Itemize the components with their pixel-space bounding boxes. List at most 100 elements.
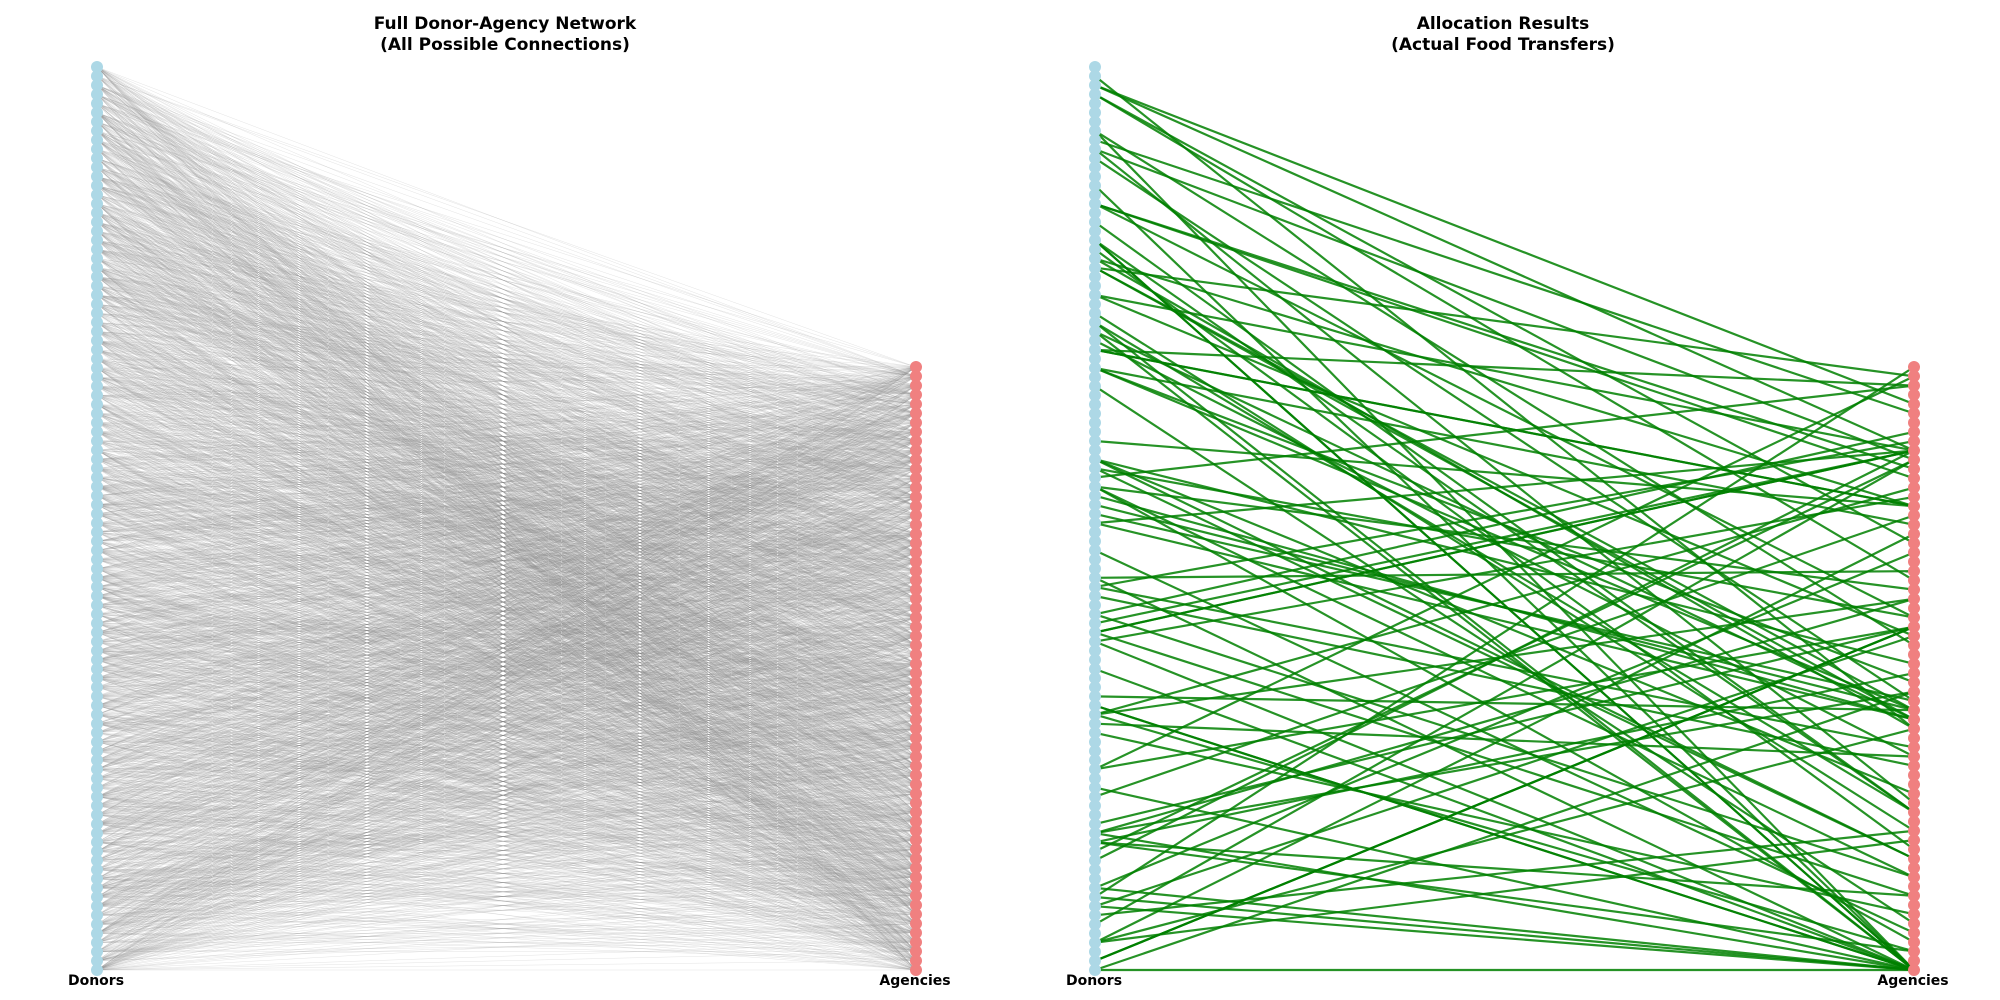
network-edge: [96, 285, 917, 952]
network-edge: [96, 750, 917, 776]
network-edge: [96, 486, 917, 822]
network-edge: [96, 148, 917, 934]
network-edge: [96, 404, 917, 952]
network-edge: [96, 468, 917, 748]
network-edge: [96, 94, 917, 859]
network-edge: [96, 513, 917, 544]
network-edge: [96, 623, 917, 961]
network-edge: [96, 449, 917, 720]
network-edge: [96, 367, 917, 887]
network-edge: [96, 450, 917, 761]
network-edge: [96, 659, 917, 739]
network-edge: [96, 522, 917, 581]
network-edge: [96, 130, 917, 730]
network-edge: [96, 75, 917, 516]
network-edge: [96, 486, 917, 516]
network-edge: [96, 522, 917, 563]
network-edge: [96, 450, 917, 724]
network-edge: [96, 84, 917, 479]
network-edge: [96, 331, 917, 702]
network-edge: [96, 595, 917, 850]
network-edge: [96, 385, 917, 730]
network-edge: [96, 577, 917, 618]
network-edge: [96, 696, 917, 971]
network-edge: [96, 659, 917, 878]
network-edge: [96, 413, 917, 674]
network-edge: [96, 522, 917, 822]
network-edge: [96, 595, 917, 785]
network-edge: [96, 167, 917, 906]
network-edge: [96, 258, 917, 377]
network-edge: [96, 672, 917, 752]
network-edge: [96, 94, 917, 711]
network-edge: [96, 604, 917, 887]
network-edge: [96, 267, 917, 544]
network-edge: [96, 682, 917, 752]
network-edge: [96, 94, 917, 396]
network-edge: [96, 705, 917, 822]
network-edge: [96, 240, 917, 943]
network-edge: [96, 759, 917, 887]
network-edge: [96, 440, 917, 606]
network-edge: [96, 403, 917, 761]
network-edge: [96, 486, 917, 488]
network-edge: [96, 276, 917, 767]
network-edge: [96, 294, 917, 442]
network-edge: [96, 84, 917, 618]
network-edge: [96, 240, 917, 776]
network-edge: [96, 349, 917, 516]
network-edge: [96, 221, 917, 637]
network-edge: [96, 276, 917, 544]
network-edge: [96, 121, 917, 563]
network-edge: [96, 349, 917, 711]
network-edge: [96, 303, 917, 878]
network-edge: [96, 645, 917, 688]
network-edge: [96, 167, 917, 553]
network-edge: [96, 598, 917, 661]
network-edge: [96, 267, 917, 859]
network-edge: [96, 285, 917, 878]
network-edge: [96, 121, 917, 887]
network-edge: [96, 705, 917, 794]
network-edge: [96, 185, 917, 488]
network-edge: [96, 513, 917, 525]
network-edge: [96, 303, 917, 906]
network-edge: [96, 349, 917, 702]
network-edge: [96, 212, 917, 730]
network-edge: [96, 586, 917, 859]
network-edge: [96, 84, 917, 600]
network-edge: [96, 103, 917, 600]
network-edge: [96, 276, 917, 396]
network-edge: [96, 450, 917, 642]
network-edge: [96, 267, 917, 943]
network-edge: [96, 459, 917, 615]
network-edge: [96, 741, 917, 934]
network-edge: [96, 440, 917, 496]
network-edge: [96, 185, 917, 507]
network-edge: [96, 458, 917, 785]
network-edge: [96, 94, 917, 831]
network-edge: [96, 778, 917, 934]
network-edge: [96, 194, 917, 628]
network-edge: [96, 477, 917, 850]
network-edge: [96, 586, 917, 748]
network-edge: [96, 358, 917, 822]
network-edge: [96, 231, 917, 971]
network-edge: [96, 765, 917, 770]
network-edge: [96, 221, 917, 850]
network-edge: [96, 130, 917, 451]
network-edge: [96, 313, 917, 442]
network-edge: [96, 668, 917, 748]
network-edge: [96, 385, 917, 470]
network-edge: [96, 440, 917, 743]
network-edge: [96, 167, 917, 581]
network-edge: [96, 276, 917, 600]
network-edge: [96, 94, 917, 405]
network-edge: [96, 623, 917, 971]
network-edge: [96, 440, 917, 451]
network-edge: [96, 440, 917, 748]
network-edge: [96, 714, 917, 887]
network-edge: [96, 632, 917, 794]
network-edge: [96, 561, 917, 606]
network-edge: [96, 285, 917, 498]
